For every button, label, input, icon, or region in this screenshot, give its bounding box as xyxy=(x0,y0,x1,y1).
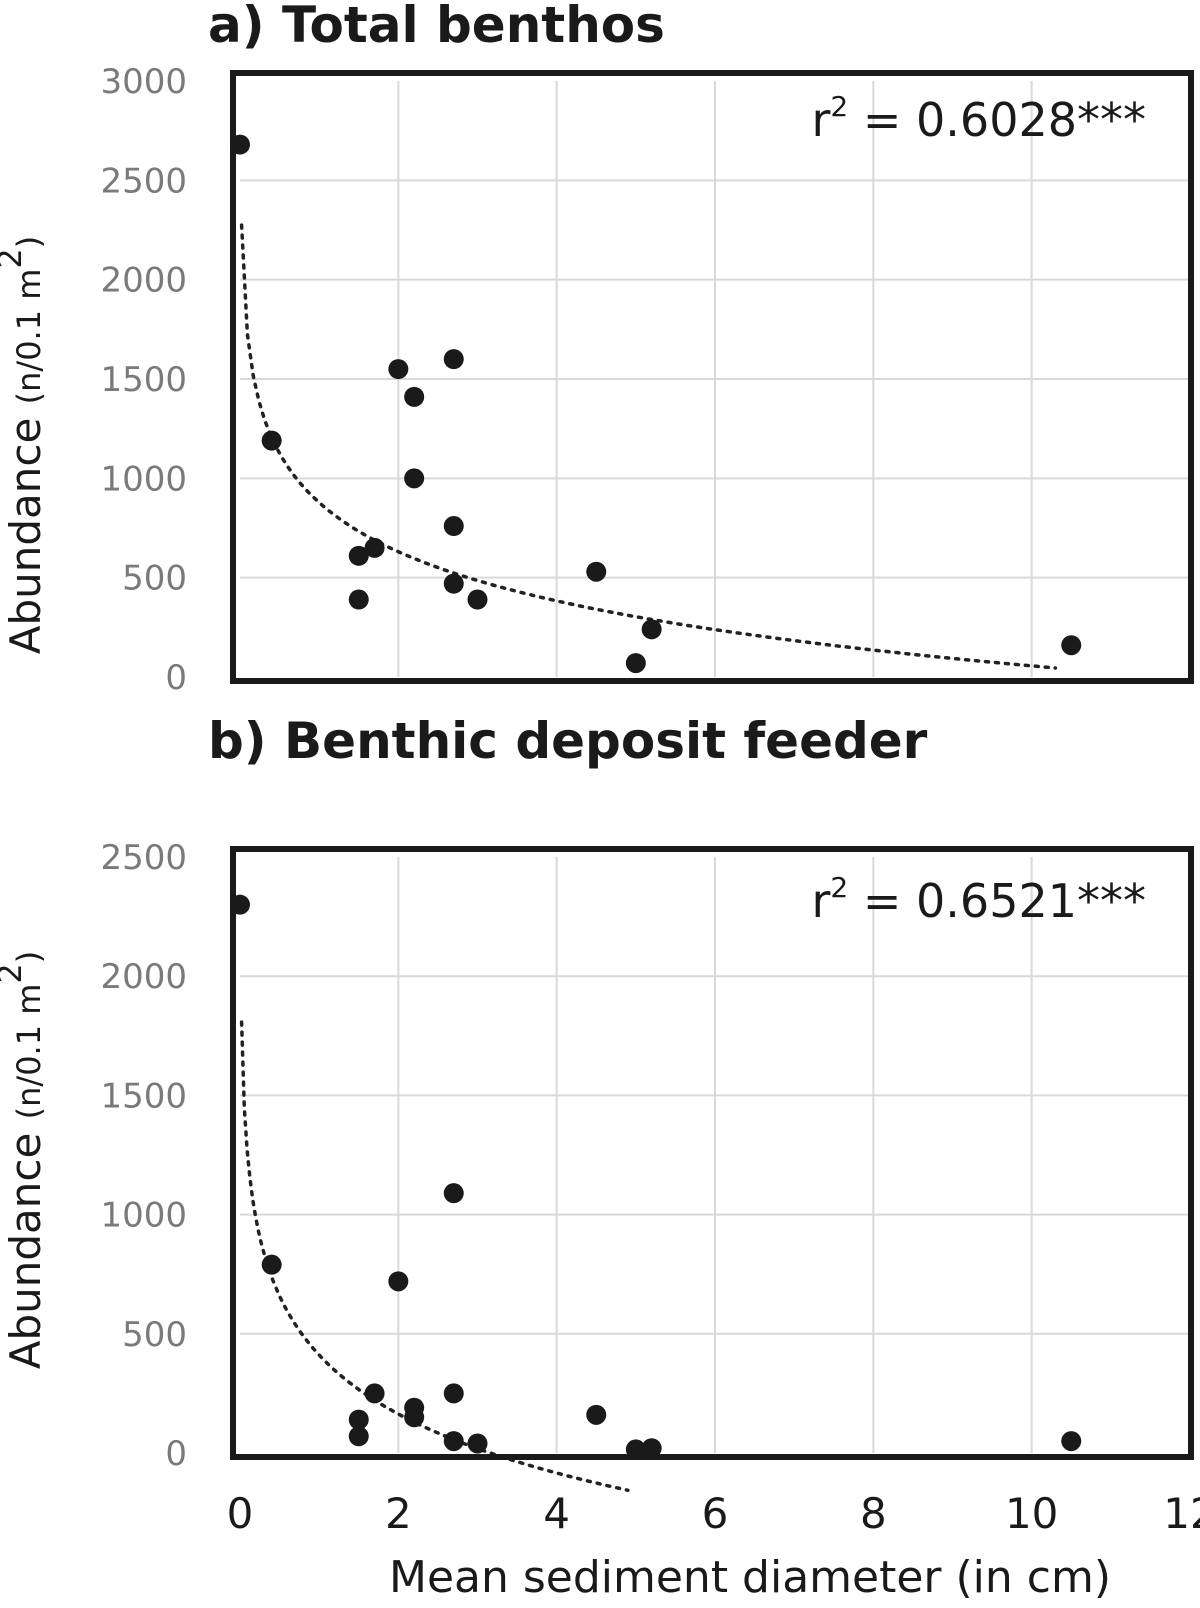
panel-b-r2-text: = 0.6521*** xyxy=(848,874,1146,928)
panel-b-y-label-unit-end: ) xyxy=(10,951,48,963)
panel-a-data-point xyxy=(443,349,464,370)
panel-a-y-label-unit-sup: 2 xyxy=(0,248,29,268)
panel-b-x-tick-label: 2 xyxy=(385,1489,412,1538)
panel-a-plot-frame xyxy=(230,70,1194,684)
panel-a-r2-annotation: r2 = 0.6028*** xyxy=(812,90,1147,147)
panel-b-y-tick-label: 2500 xyxy=(100,838,187,878)
panel-b-r2-prefix: r xyxy=(812,874,831,928)
panel-b-title: b) Benthic deposit feeder xyxy=(208,712,928,770)
panel-a-data-point xyxy=(261,430,282,451)
panel-a-y-label-main: Abundance xyxy=(1,418,50,655)
panel-b-data-point xyxy=(467,1433,488,1454)
panel-b-data-point xyxy=(388,1271,409,1292)
panel-b-r2-sup: 2 xyxy=(830,871,848,904)
panel-b-x-tick-label: 6 xyxy=(702,1489,729,1538)
panel-a-y-ticks: 0 500 1000 1500 2000 2500 3000 xyxy=(100,62,187,698)
panel-b-data-point xyxy=(364,1383,385,1404)
panel-a-total-benthos: a) Total benthos 0 500 1000 1500 2000 2500 300… xyxy=(0,0,1194,698)
panel-b-x-tick-label: 0 xyxy=(227,1489,254,1538)
panel-a-data-point xyxy=(625,653,646,674)
panel-b-x-tick-label: 4 xyxy=(543,1489,570,1538)
panel-b-y-axis-label: Abundance (n/0.1 m2) xyxy=(0,951,50,1370)
panel-b-y-tick-label: 0 xyxy=(165,1434,187,1474)
panel-a-y-tick-label: 1500 xyxy=(100,360,187,400)
panel-b-x-ticks: 0 2 4 6 8 10 12 xyxy=(227,1489,1200,1538)
panel-a-data-point xyxy=(641,619,662,640)
panel-b-grid xyxy=(240,857,1190,1453)
panel-b-y-tick-label: 1500 xyxy=(100,1076,187,1116)
panel-b-y-tick-label: 500 xyxy=(122,1315,187,1355)
panel-b-x-tick-label: 8 xyxy=(860,1489,887,1538)
panel-a-data-point xyxy=(364,537,385,558)
x-axis-label: Mean sediment diameter (in cm) xyxy=(389,1552,1111,1603)
panel-b-benthic-deposit-feeder: b) Benthic deposit feeder 05001000150020… xyxy=(0,712,1200,1603)
panel-a-data-point xyxy=(586,561,607,582)
panel-a-data-point xyxy=(404,468,425,489)
panel-a-y-tick-label: 2000 xyxy=(100,261,187,301)
panel-a-data-point xyxy=(348,545,369,566)
panel-b-points xyxy=(230,894,1082,1460)
panel-b-x-tick-label: 10 xyxy=(1005,1489,1058,1538)
panel-b-data-point xyxy=(348,1409,369,1430)
panel-b-trendline xyxy=(239,1020,630,1493)
panel-b-data-point xyxy=(348,1426,369,1447)
panel-a-data-point xyxy=(348,589,369,610)
panel-a-y-tick-label: 1000 xyxy=(100,459,187,499)
panel-a-y-tick-label: 2500 xyxy=(100,161,187,201)
panel-a-y-axis-label: Abundance (n/0.1 m2) xyxy=(0,236,50,655)
panel-a-r2-prefix: r xyxy=(812,93,831,147)
panel-a-data-point xyxy=(443,516,464,537)
panel-b-data-point xyxy=(586,1404,607,1425)
panel-a-y-label-unit: (n/0.1 m xyxy=(10,269,48,405)
panel-b-data-point xyxy=(1061,1431,1082,1452)
panel-a-y-tick-label: 500 xyxy=(122,559,187,599)
panel-a-grid xyxy=(240,81,1190,677)
panel-a-trendline xyxy=(239,223,1058,670)
panel-a-data-point xyxy=(388,359,409,380)
panel-a-points xyxy=(230,134,1082,674)
panel-b-data-point xyxy=(443,1183,464,1204)
panel-a-data-point xyxy=(404,386,425,407)
panel-b-data-point xyxy=(404,1407,425,1428)
panel-b-data-point xyxy=(261,1254,282,1275)
panel-a-r2-text: = 0.6028*** xyxy=(848,93,1146,147)
panel-b-x-tick-label: 12 xyxy=(1163,1489,1200,1538)
panel-a-data-point xyxy=(443,573,464,594)
panel-b-y-ticks: 0 500 1000 1500 2000 2500 xyxy=(100,838,187,1474)
panel-b-y-tick-label: 1000 xyxy=(100,1196,187,1236)
panel-a-y-tick-label: 0 xyxy=(165,658,187,698)
panel-b-y-label-main: Abundance xyxy=(1,1133,50,1370)
panel-a-y-label-unit-end: ) xyxy=(10,236,48,248)
panel-b-data-point xyxy=(443,1431,464,1452)
panel-a-data-point xyxy=(467,589,488,610)
panel-b-y-label-unit-sup: 2 xyxy=(0,963,29,983)
panel-b-data-point xyxy=(443,1383,464,1404)
panel-b-y-label-unit: (n/0.1 m xyxy=(10,984,48,1120)
panel-a-data-point xyxy=(1061,635,1082,656)
panel-b-data-point xyxy=(641,1438,662,1459)
panel-b-plot-frame xyxy=(230,846,1194,1460)
panel-a-title: a) Total benthos xyxy=(208,0,665,54)
panel-b-y-tick-label: 2000 xyxy=(100,957,187,997)
panel-a-r2-sup: 2 xyxy=(830,90,848,123)
panel-b-r2-annotation: r2 = 0.6521*** xyxy=(812,871,1147,928)
panel-a-y-tick-label: 3000 xyxy=(100,62,187,102)
